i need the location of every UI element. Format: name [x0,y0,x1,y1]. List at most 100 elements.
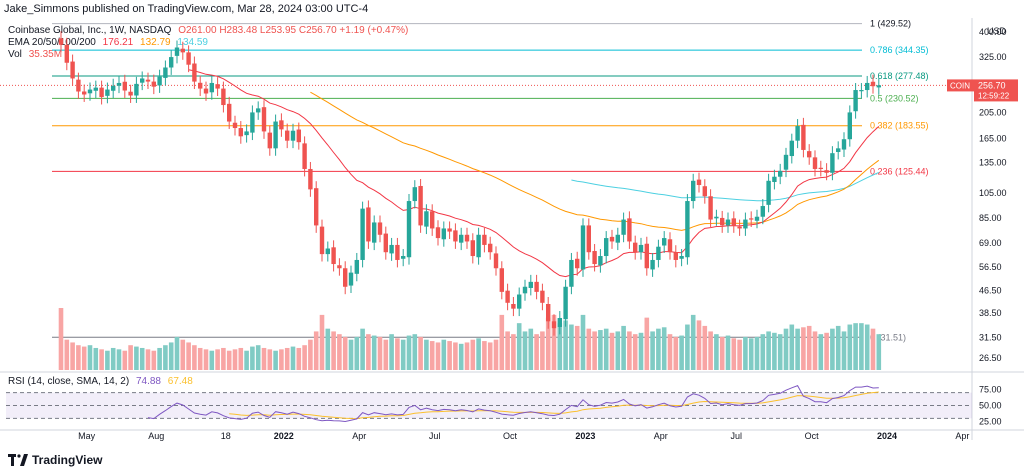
volume-bar [429,341,435,370]
rsi-tick-label: 50.00 [979,401,1002,411]
volume-bar [366,334,371,370]
candle-body [482,234,487,245]
candle-body [615,234,620,243]
fib-level-label: 0.382 (183.55) [870,121,929,131]
candle-body [685,201,690,258]
volume-bar [337,334,342,370]
candle-body [662,238,667,246]
volume-bar [395,338,400,370]
candle-body [853,90,858,112]
fib-level-label: 0.618 (277.48) [870,71,929,81]
candle-body [377,222,383,235]
candle-body [343,268,348,287]
volume-bar [806,325,812,370]
candle-body [644,243,649,269]
candle-body [766,180,771,205]
volume-bar [377,336,383,370]
volume-bar [296,347,302,370]
candle-body [627,218,632,242]
candle-body [754,216,760,221]
y-tick-label: 46.50 [979,286,1002,296]
candle-body [267,132,272,149]
candle-body [140,78,145,83]
candle-body [250,112,255,133]
candle-body [430,211,435,229]
ema50-value: 132.79 [140,37,171,48]
volume-bar [754,336,760,370]
y-tick-label: 38.50 [979,308,1002,318]
volume-bar [685,324,690,370]
volume-bar [192,345,197,370]
x-tick-label: Apr [955,431,969,441]
volume-bar [157,347,162,370]
candle-body [870,81,876,87]
volume-bar [134,346,139,370]
candle-body [157,76,162,86]
volume-bar [290,346,296,370]
y-tick-label: 400.00 [979,27,1007,37]
volume-bar [586,328,592,370]
candle-body [64,44,69,63]
candle-body [279,120,284,130]
candle-body [87,89,93,94]
volume-bar [528,328,534,370]
volume-bar [818,334,824,370]
volume-bar [644,317,650,370]
candle-body [650,259,655,270]
y-tick-label: 105.00 [979,188,1007,198]
candle-body [737,226,742,229]
ema-legend: EMA 20/50/100/200 176.21 132.79 134.59 [8,37,208,48]
volume-bar [215,349,220,370]
volume-bar [702,325,708,370]
candle-body [221,88,226,106]
rsi-tick-label: 75.00 [979,384,1002,394]
candle-body [174,47,180,56]
candle-body [134,83,139,96]
x-tick-label: Oct [503,431,518,441]
volume-bar [319,314,325,370]
ticker-badge [947,79,974,92]
candle-body [122,81,127,91]
candle-body [749,218,754,220]
candle-body [760,206,765,217]
candle-body [406,201,412,258]
volume-bar [76,345,81,370]
volume-bar [864,324,870,370]
volume-bar [667,334,673,370]
volume-bar [203,349,209,370]
volume-bar [743,336,748,370]
volume-bar [748,338,754,370]
candle-body [111,85,116,91]
x-tick-label: May [78,431,96,441]
volume-bar [551,314,557,370]
candle-body [163,67,168,78]
fib-level-label: 0 (31.51) [870,332,906,342]
candle-body [476,234,481,258]
volume-bar [708,331,713,370]
volume-bar [412,334,418,370]
volume-bar [348,339,354,370]
candle-body [186,52,191,65]
candle-body [360,208,365,260]
ema100-value: 134.59 [177,37,208,48]
candle-body [82,91,87,95]
volume-bar [801,327,806,370]
candle-body [824,170,829,173]
volume-bar [105,350,110,370]
candle-body [105,89,110,96]
candle-body [290,130,296,141]
volume-bar [180,339,186,370]
candle-body [180,48,185,53]
candle-body [609,236,615,242]
candle-body [563,286,568,320]
volume-bar [58,308,64,370]
candle-body [412,187,417,202]
candle-body [807,151,812,158]
volume-bar [516,323,522,370]
candle-body [215,84,220,89]
volume-bar [679,335,684,370]
volume-bar [725,335,731,370]
candle-body [401,256,406,259]
volume-value: 35.35M [28,49,63,60]
